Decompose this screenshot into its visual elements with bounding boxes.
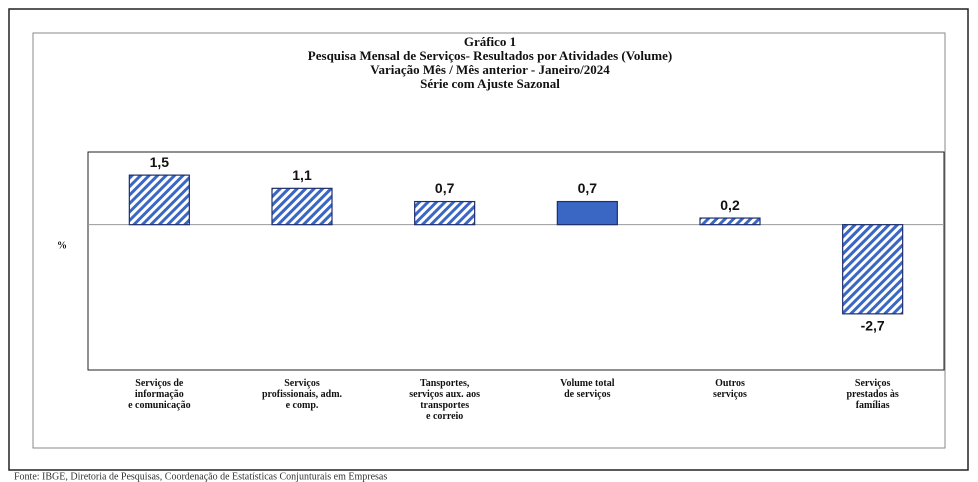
data-label: 0,7 [578,180,598,196]
y-axis-label: % [57,240,67,251]
x-tick-label: Serviços de informação e comunicação [128,378,191,411]
x-tick-label: Serviços profissionais, adm. e comp. [262,378,343,411]
x-tick-label: Tansportes, serviços aux. aos transportes e… [409,378,480,422]
source-note: Fonte: IBGE, Diretoria de Pesquisas, Coo… [14,471,387,482]
bar [556,200,618,226]
data-label: -2,7 [861,318,885,334]
bar [414,200,476,226]
chart-subtitle: Série com Ajuste Sazonal [420,76,560,91]
data-label: 1,1 [292,167,312,183]
x-tick-label: Volume total de serviços [560,378,615,400]
chart-title: Gráfico 1 [464,34,516,49]
chart-title: Pesquisa Mensal de Serviços- Resultados … [308,48,672,63]
bar [128,174,190,226]
bar [271,187,333,226]
data-label: 1,5 [150,154,170,170]
data-label: 0,7 [435,180,455,196]
x-tick-label: Outros serviços [713,378,747,400]
plot-area [87,151,945,371]
chart-frame [32,32,946,449]
x-tick-label: Serviços prestados às famílias [847,378,899,411]
chart-subtitle: Variação Mês / Mês anterior - Janeiro/20… [370,62,610,77]
bar [842,224,904,315]
outer-frame [8,8,969,471]
data-label: 0,2 [720,197,740,213]
bar [699,217,761,226]
